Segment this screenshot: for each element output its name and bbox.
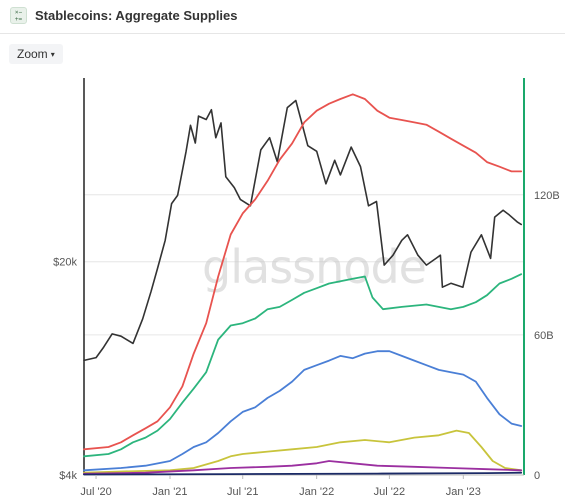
series-line-red (83, 93, 523, 451)
series-line-navy (83, 471, 523, 476)
y-right-tick-label-2: 120B (534, 190, 560, 202)
series-line-green (83, 273, 523, 458)
y-left-tick-label-1: $20k (53, 257, 77, 269)
x-tick-label-5: Jan '23 (446, 486, 481, 498)
series-line-yellow (83, 429, 523, 474)
zoom-label: Zoom (17, 47, 48, 61)
chart-header: ×− += Stablecoins: Aggregate Supplies (0, 0, 565, 34)
x-tick-label-0: Jul '20 (80, 486, 111, 498)
y-right-tick-label-1: 60B (534, 330, 554, 342)
series-line-blue (83, 350, 523, 472)
stablecoin-chart-icon: ×− += (10, 7, 27, 24)
chevron-down-icon: ▾ (50, 50, 55, 59)
y-right-tick-label-0: 0 (534, 470, 540, 482)
x-tick-label-3: Jan '22 (299, 486, 334, 498)
x-tick-label-2: Jul '21 (227, 486, 258, 498)
zoom-dropdown[interactable]: Zoom ▾ (9, 44, 63, 64)
y-left-tick-label-0: $4k (59, 470, 77, 482)
x-tick-label-4: Jul '22 (374, 486, 405, 498)
watermark: glassnode (202, 240, 426, 294)
series-line-purple (83, 460, 523, 475)
page-title: Stablecoins: Aggregate Supplies (35, 8, 238, 23)
series-line-price (83, 99, 522, 362)
x-tick-label-1: Jan '21 (152, 486, 187, 498)
